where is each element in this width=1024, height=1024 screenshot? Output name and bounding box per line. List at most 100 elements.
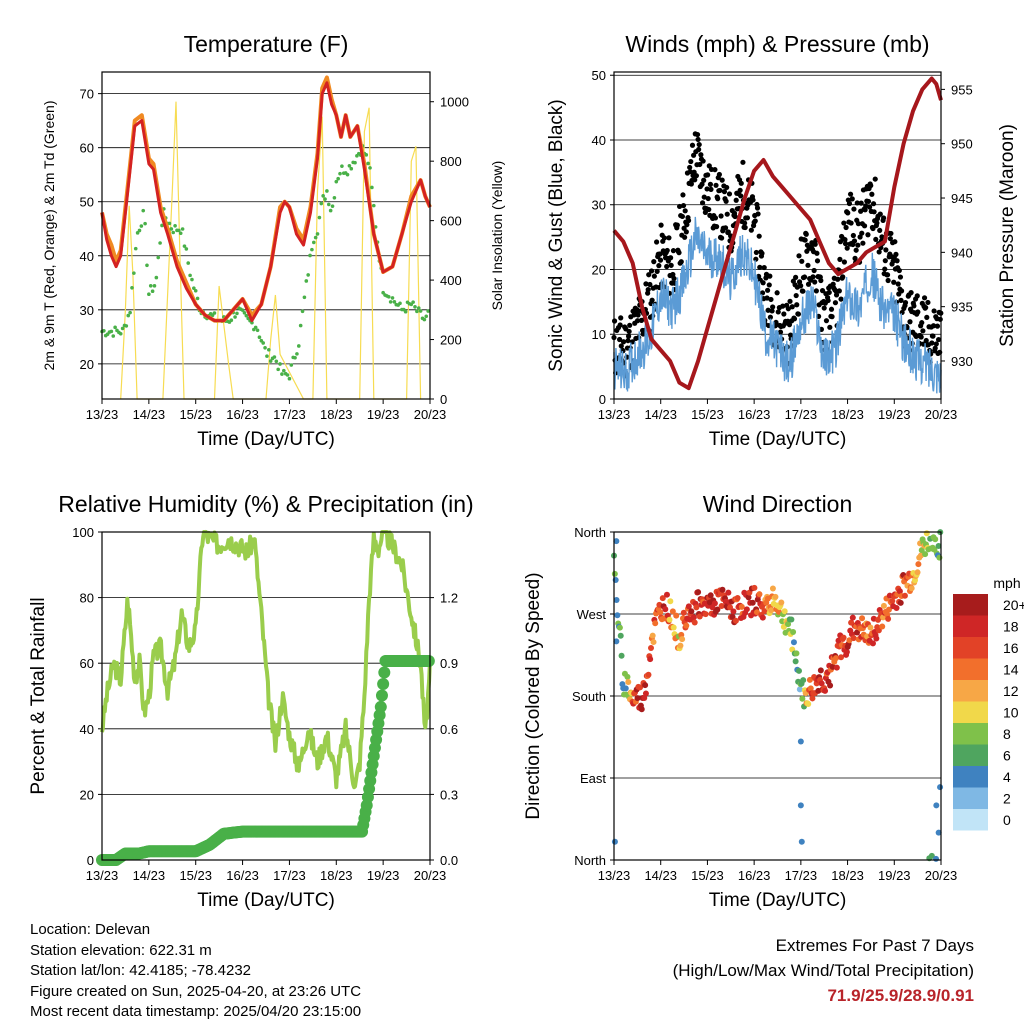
- gust-point: [682, 234, 688, 240]
- direction-point: [935, 829, 942, 836]
- gust-point: [933, 341, 939, 347]
- gust-point: [814, 250, 820, 256]
- dewpoint-point: [178, 231, 183, 236]
- dewpoint-point: [386, 295, 391, 299]
- direction-ytick-label: West: [577, 607, 607, 622]
- dewpoint-point: [298, 323, 303, 328]
- gust-point: [658, 222, 664, 228]
- dewpoint-point: [334, 179, 339, 184]
- winds-ytick-right-label: 945: [951, 191, 973, 206]
- dewpoint-point: [418, 309, 423, 313]
- gust-point: [870, 201, 877, 207]
- dewpoint-point: [150, 289, 155, 293]
- dewpoint-point: [235, 311, 239, 316]
- dewpoint-point: [167, 221, 172, 226]
- direction-point: [745, 594, 752, 601]
- extremes-title: Extremes For Past 7 Days: [775, 936, 974, 955]
- gust-point: [825, 297, 831, 304]
- direction-point: [768, 607, 775, 614]
- direction-point: [693, 604, 700, 611]
- dewpoint-point: [145, 263, 149, 268]
- winds-ytick-label: 20: [592, 262, 606, 277]
- gust-point: [865, 232, 871, 238]
- gust-point: [777, 329, 784, 335]
- dewpoint-point: [289, 363, 294, 367]
- direction-point: [923, 530, 930, 537]
- dewpoint-point: [124, 324, 129, 328]
- direction-point: [662, 606, 669, 613]
- winds-xtick-label: 15/23: [691, 407, 724, 422]
- dewpoint-point: [272, 355, 277, 359]
- dewpoint-point: [413, 305, 417, 309]
- colorbar-swatch: [953, 723, 988, 745]
- gust-point: [647, 281, 653, 288]
- direction-title: Wind Direction: [703, 491, 853, 517]
- gust-point: [805, 281, 812, 287]
- temperature-ytick-label: 50: [80, 195, 94, 210]
- winds-title: Winds (mph) & Pressure (mb): [625, 31, 929, 57]
- dewpoint-point: [255, 328, 260, 333]
- gust-point: [755, 211, 761, 217]
- direction-point: [805, 700, 812, 707]
- gust-point: [930, 333, 936, 339]
- gust-point: [712, 215, 719, 221]
- direction-point: [933, 802, 940, 809]
- dewpoint-point: [182, 244, 187, 248]
- colorbar-swatch: [953, 766, 988, 788]
- gust-point: [620, 339, 627, 345]
- gust-point: [873, 236, 879, 243]
- direction-point: [778, 599, 785, 606]
- direction-point: [734, 594, 741, 601]
- humidity-title: Relative Humidity (%) & Precipitation (i…: [58, 491, 473, 517]
- gust-point: [678, 259, 684, 265]
- dewpoint-point: [345, 172, 350, 177]
- gust-point: [914, 293, 920, 299]
- direction-point: [673, 612, 680, 619]
- dewpoint-point: [177, 228, 181, 233]
- dewpoint-point: [304, 279, 309, 283]
- temperature-xtick-label: 19/23: [367, 407, 400, 422]
- direction-point: [725, 589, 732, 596]
- dewpoint-point: [403, 309, 408, 314]
- dewpoint-point: [330, 204, 335, 208]
- gust-point: [872, 176, 878, 182]
- direction-point: [908, 585, 915, 592]
- gust-point: [855, 242, 861, 248]
- dewpoint-point: [424, 314, 429, 319]
- gust-point: [634, 318, 641, 324]
- gust-point: [651, 273, 657, 279]
- gust-point: [697, 161, 703, 168]
- gust-point: [689, 142, 696, 148]
- gust-point: [682, 208, 688, 214]
- gust-point: [925, 299, 931, 306]
- gust-point: [930, 323, 937, 329]
- gust-point: [732, 213, 738, 220]
- dewpoint-point: [368, 166, 372, 170]
- precipitation-point: [374, 700, 387, 713]
- dewpoint-point: [306, 273, 310, 277]
- dewpoint-point: [390, 296, 395, 300]
- direction-xtick-label: 19/23: [878, 868, 911, 883]
- direction-point: [838, 654, 845, 661]
- direction-point: [624, 673, 631, 680]
- dewpoint-point: [133, 246, 138, 251]
- dewpoint-point: [148, 283, 153, 288]
- dewpoint-point: [190, 277, 194, 282]
- direction-point: [718, 602, 725, 609]
- gust-point: [764, 295, 770, 301]
- winds-xtick-label: 13/23: [598, 407, 631, 422]
- direction-point: [867, 624, 874, 631]
- direction-point: [799, 695, 806, 702]
- gust-point: [877, 227, 883, 234]
- dewpoint-point: [156, 255, 161, 260]
- direction-point: [663, 591, 670, 598]
- temperature-xtick-label: 16/23: [226, 407, 259, 422]
- dewpoint-point: [371, 203, 376, 208]
- gust-point: [737, 187, 743, 193]
- gust-point: [713, 224, 720, 230]
- direction-point: [879, 623, 886, 630]
- gust-point: [657, 257, 664, 263]
- dewpoint-point: [340, 164, 344, 168]
- direction-point: [688, 608, 695, 615]
- gust-point: [786, 322, 793, 328]
